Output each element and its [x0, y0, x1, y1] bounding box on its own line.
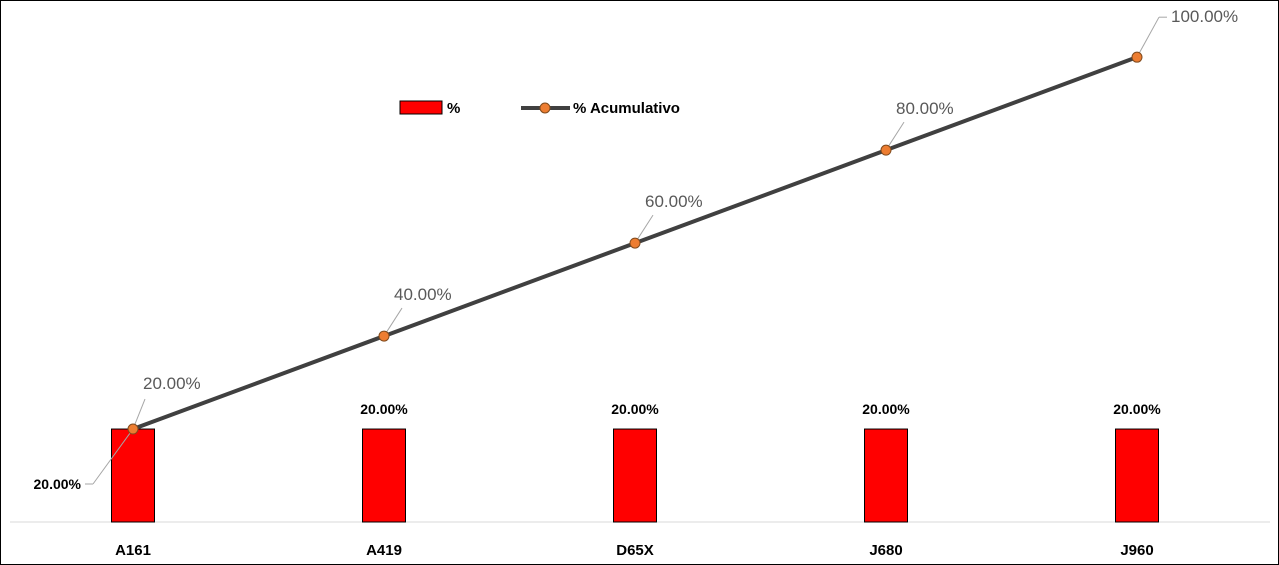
line-label-leader: [383, 307, 403, 337]
line-data-label: 60.00%: [645, 192, 703, 211]
bar-series: 20.00% 20.00% 20.00% 20.00% 20.00%: [34, 401, 1161, 523]
bar-data-label: 20.00%: [360, 401, 408, 417]
bar-data-label: 20.00%: [611, 401, 659, 417]
cumulative-marker-j960: [1131, 51, 1143, 63]
bar-label-leader-line: [92, 428, 134, 485]
legend-bar-swatch: [399, 100, 443, 115]
cumulative-marker-j680: [880, 144, 892, 156]
line-data-label: 40.00%: [394, 285, 452, 304]
category-axis-labels: A161 A419 D65X J680 J960: [115, 542, 1154, 559]
bar-data-label: 20.00%: [862, 401, 910, 417]
bar-d65x: [613, 428, 657, 523]
bar-data-label: 20.00%: [1113, 401, 1161, 417]
x-tick-label: J960: [1120, 542, 1153, 559]
bar-a419: [362, 428, 406, 523]
line-data-label: 20.00%: [143, 374, 201, 393]
legend-line-marker: [539, 102, 551, 114]
line-series: 20.00% 40.00% 60.00% 80.00% 100.00%: [127, 7, 1238, 435]
line-data-label: 80.00%: [896, 99, 954, 118]
cumulative-marker-a419: [378, 330, 390, 342]
line-data-label: 100.00%: [1171, 7, 1238, 26]
line-label-leader: [634, 214, 654, 244]
cumulative-marker-a161: [127, 423, 139, 435]
bar-j960: [1115, 428, 1159, 523]
legend-bar-label: %: [447, 100, 460, 117]
bar-data-label: 20.00%: [34, 476, 82, 492]
x-tick-label: D65X: [616, 542, 654, 559]
x-tick-label: A419: [366, 542, 402, 559]
cumulative-marker-d65x: [629, 237, 641, 249]
bar-a161: [111, 428, 155, 523]
legend-line-label: % Acumulativo: [573, 100, 680, 117]
line-label-leader: [885, 121, 905, 151]
line-label-leader: [1136, 16, 1160, 58]
x-tick-label: J680: [869, 542, 902, 559]
x-tick-label: A161: [115, 542, 151, 559]
bar-j680: [864, 428, 908, 523]
legend: % % Acumulativo: [399, 100, 680, 117]
